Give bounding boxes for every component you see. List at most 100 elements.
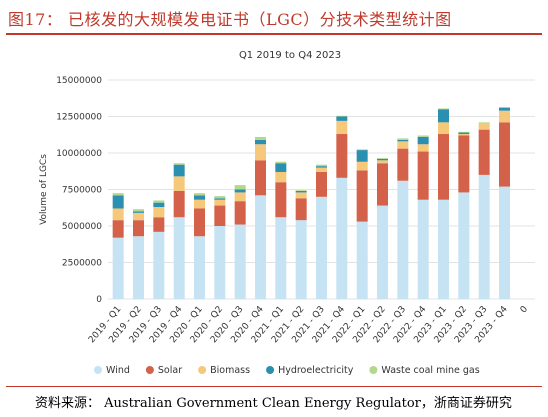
- legend: Wind Solar Biomass Hydroelectricity Waste co…: [94, 365, 480, 376]
- bar-segment: [499, 122, 510, 187]
- bar-segment: [234, 201, 246, 225]
- y-tick-label: 7500000: [62, 186, 102, 196]
- bar-segment: [316, 167, 327, 172]
- bar-segment: [295, 190, 307, 191]
- bar-segment: [275, 217, 287, 299]
- bar-segment: [499, 110, 510, 123]
- bar-segment: [234, 185, 246, 190]
- bar-segment: [153, 200, 165, 203]
- bar-segment: [112, 193, 124, 196]
- title-rule: [6, 33, 542, 35]
- bar-segment: [336, 177, 348, 299]
- bar-segment: [417, 136, 429, 145]
- bar-segment: [499, 186, 510, 299]
- bar-segment: [234, 192, 246, 202]
- source-rule: [6, 386, 542, 387]
- figure-title: 图17： 已核发的大规模发电证书（LGC）分技术类型统计图: [8, 10, 452, 29]
- bar-segment: [458, 134, 470, 136]
- bar-segment: [417, 151, 429, 200]
- bar-segment: [499, 107, 510, 111]
- bar-segment: [275, 171, 287, 183]
- bar-segment: [336, 115, 348, 117]
- bar-segment: [234, 224, 246, 299]
- bar-segment: [356, 149, 368, 151]
- bar-segment: [336, 120, 348, 135]
- bar-segment: [133, 211, 144, 213]
- bar-segment: [214, 205, 226, 226]
- bar-segment: [397, 139, 409, 142]
- bar-segment: [438, 122, 449, 135]
- bar-segment: [275, 161, 287, 164]
- bar-segment: [194, 208, 205, 237]
- legend-swatch: [198, 366, 207, 374]
- bar-segment: [194, 193, 205, 196]
- bar-segment: [438, 199, 449, 299]
- bar-segment: [397, 138, 409, 140]
- bar-segment: [173, 163, 185, 165]
- bar-segment: [255, 195, 266, 299]
- bar-segment: [173, 190, 185, 218]
- legend-label: Biomass: [210, 365, 250, 376]
- bar-segment: [133, 236, 144, 299]
- bar-segment: [356, 221, 368, 299]
- bar-segment: [377, 163, 388, 206]
- bar-segment: [295, 220, 307, 299]
- bar-segment: [316, 166, 327, 168]
- legend-label: Solar: [158, 365, 182, 376]
- bar-segment: [255, 136, 266, 140]
- y-tick-label: 0: [96, 295, 102, 305]
- bar-segment: [377, 160, 388, 164]
- bar-segment: [438, 134, 449, 200]
- bar-segment: [255, 139, 266, 145]
- bar-segment: [438, 108, 449, 110]
- bar-segment: [133, 212, 144, 221]
- x-tick-label: 0: [519, 304, 531, 315]
- bar-segment: [255, 160, 266, 196]
- bars: [112, 107, 510, 299]
- y-axis-ticks: 0 2500000 5000000 7500000 10000000 12500000 15…: [56, 76, 102, 305]
- bar-segment: [478, 122, 490, 124]
- bar-segment: [377, 158, 388, 159]
- bar-segment: [438, 109, 449, 123]
- bar-segment: [478, 123, 490, 130]
- y-tick-label: 5000000: [62, 222, 102, 232]
- bar-segment: [356, 150, 368, 162]
- lgc-stacked-bar-chart: Q1 2019 to Q4 2023 Volume of LGCs 0 25000…: [39, 50, 535, 376]
- bar-segment: [336, 134, 348, 178]
- bar-segment: [112, 220, 124, 238]
- bar-segment: [173, 217, 185, 299]
- bar-segment: [214, 196, 226, 199]
- bar-segment: [214, 198, 226, 200]
- y-tick-label: 2500000: [62, 259, 102, 269]
- bar-segment: [295, 192, 307, 199]
- bar-segment: [417, 144, 429, 152]
- bar-segment: [397, 180, 409, 299]
- bar-segment: [499, 107, 510, 108]
- bar-segment: [478, 129, 490, 175]
- bar-segment: [295, 190, 307, 193]
- y-tick-label: 12500000: [56, 113, 102, 123]
- legend-swatch: [145, 366, 154, 374]
- bar-segment: [153, 207, 165, 218]
- bar-segment: [275, 163, 287, 172]
- bar-segment: [173, 164, 185, 177]
- bar-segment: [336, 116, 348, 121]
- bar-segment: [255, 144, 266, 161]
- chart-subtitle: Q1 2019 to Q4 2023: [239, 50, 341, 61]
- bar-segment: [112, 208, 124, 221]
- bar-segment: [356, 161, 368, 171]
- bar-segment: [458, 132, 470, 135]
- bar-segment: [295, 198, 307, 221]
- legend-label: Wind: [106, 365, 130, 376]
- bar-segment: [214, 226, 226, 299]
- bar-segment: [214, 199, 226, 206]
- legend-label: Waste coal mine gas: [381, 365, 479, 376]
- bar-segment: [356, 170, 368, 222]
- bar-segment: [153, 231, 165, 299]
- bar-segment: [112, 195, 124, 209]
- bar-segment: [397, 141, 409, 149]
- bar-segment: [153, 217, 165, 232]
- bar-segment: [133, 220, 144, 237]
- legend-swatch: [266, 366, 275, 374]
